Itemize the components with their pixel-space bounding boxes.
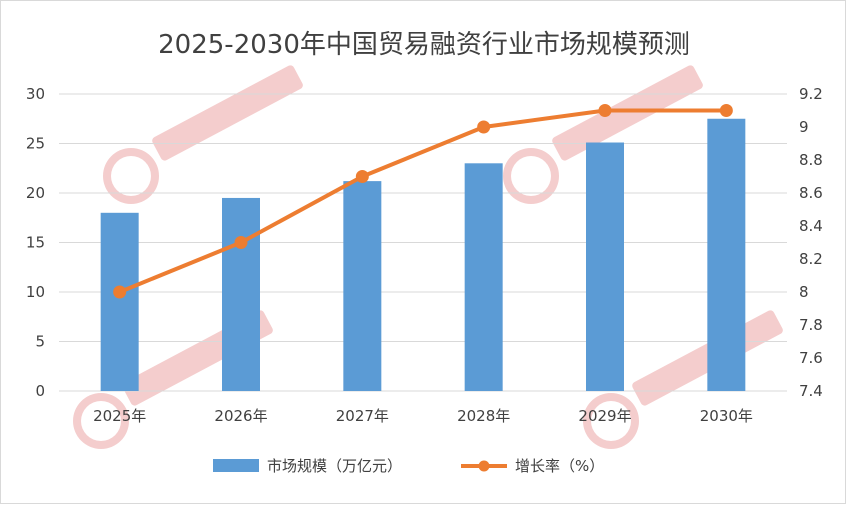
growth-line — [117, 108, 729, 294]
y-axis-left: 0 5 10 15 20 25 30 — [26, 85, 45, 400]
y-right-tick-label: 8.2 — [799, 250, 823, 268]
y-right-tick-label: 7.6 — [799, 349, 823, 367]
gridlines — [59, 93, 787, 392]
y-right-tick-label: 9 — [799, 118, 809, 136]
line-point — [598, 104, 612, 117]
line-point — [355, 170, 369, 183]
line-point — [719, 104, 733, 117]
line-point — [234, 236, 248, 249]
y-right-tick-label: 8 — [799, 283, 809, 301]
bar-series — [100, 118, 746, 391]
y-left-tick-label: 30 — [26, 85, 45, 103]
watermark-logo — [503, 65, 703, 204]
bar — [707, 118, 746, 391]
y-left-tick-label: 20 — [26, 184, 45, 202]
y-axis-right: 7.4 7.6 7.8 8 8.2 8.4 8.6 8.8 9 9.2 — [799, 85, 823, 400]
line-point — [113, 285, 127, 299]
x-tick-label: 2028年 — [457, 407, 510, 425]
x-tick-label: 2029年 — [578, 407, 631, 425]
y-left-tick-label: 5 — [35, 333, 45, 351]
y-right-tick-label: 7.4 — [799, 382, 823, 400]
line-point — [477, 120, 491, 134]
y-right-tick-label: 8.8 — [799, 151, 823, 169]
x-tick-label: 2026年 — [214, 407, 267, 425]
bar — [343, 181, 382, 391]
x-tick-label: 2025年 — [93, 407, 146, 425]
y-right-tick-label: 8.6 — [799, 184, 823, 202]
bar — [100, 212, 139, 391]
legend-line-marker — [478, 460, 490, 472]
y-left-tick-label: 10 — [26, 283, 45, 301]
y-right-tick-label: 7.8 — [799, 316, 823, 334]
legend-bar-label: 市场规模（万亿元） — [267, 457, 402, 475]
y-left-tick-label: 25 — [26, 135, 45, 153]
x-axis: 2025年 2026年 2027年 2028年 2029年 2030年 — [93, 407, 753, 425]
x-tick-label: 2030年 — [700, 407, 753, 425]
legend-bar-swatch — [213, 459, 259, 472]
bar — [586, 142, 624, 391]
y-left-tick-label: 15 — [26, 234, 45, 252]
chart-title: 2025-2030年中国贸易融资行业市场规模预测 — [158, 30, 690, 60]
y-left-tick-label: 0 — [35, 382, 45, 400]
x-tick-label: 2027年 — [336, 407, 389, 425]
y-right-tick-label: 8.4 — [799, 217, 823, 235]
line-series — [113, 104, 733, 299]
bar — [464, 163, 503, 391]
legend-line-label: 增长率（%） — [515, 457, 604, 475]
legend: 市场规模（万亿元） 增长率（%） — [213, 457, 604, 475]
watermark-logo — [103, 65, 303, 204]
y-right-tick-label: 9.2 — [799, 85, 823, 103]
bar — [222, 197, 260, 391]
